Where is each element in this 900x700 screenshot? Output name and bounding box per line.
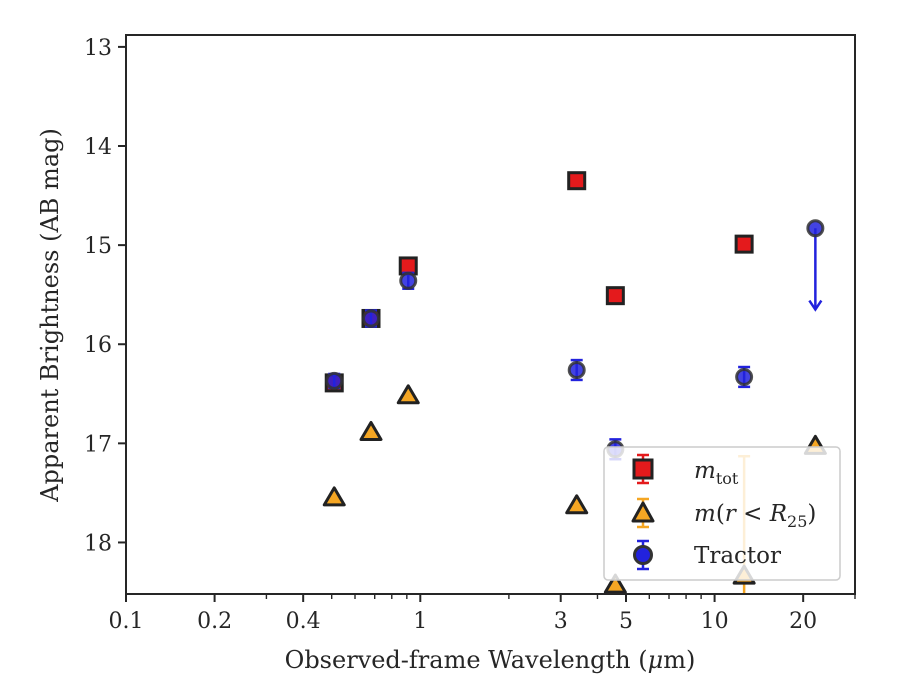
legend: mtot m(r < R25) Tractor	[603, 446, 841, 581]
axes-frame	[125, 34, 856, 595]
legend-entry-tractor: Tractor	[633, 539, 781, 571]
legend-mtot-label: mtot	[694, 458, 739, 488]
tractor-point	[567, 358, 586, 382]
x-axis-label: Observed-frame Wavelength (μm)	[285, 646, 696, 674]
mtot-marker	[567, 171, 587, 191]
legend-mtot-marker	[632, 458, 654, 480]
mr25-point	[322, 486, 346, 507]
x-tick-label: 5	[619, 609, 633, 634]
y-axis-label: Apparent Brightness (AB mag)	[36, 128, 64, 503]
legend-tractor-label: Tractor	[694, 543, 781, 569]
tractor-marker	[735, 367, 754, 386]
tractor-marker	[399, 271, 418, 290]
x-tick-label: 10	[701, 609, 729, 634]
y-tick-label: 18	[84, 531, 112, 556]
mtot-point	[734, 234, 754, 254]
mr25-marker	[322, 486, 346, 507]
tractor-marker	[325, 371, 344, 390]
tractor-point	[362, 309, 381, 328]
x-tick-label: 0.4	[286, 609, 321, 634]
mtot-point	[398, 256, 418, 276]
y-tick-label: 17	[84, 432, 112, 457]
mr25-point	[565, 494, 589, 515]
mr25-marker	[603, 573, 627, 594]
mtot-marker	[734, 234, 754, 254]
mtot-point	[567, 171, 587, 191]
tractor-marker	[567, 361, 586, 380]
mtot-marker	[398, 256, 418, 276]
y-tick-label: 16	[84, 333, 112, 358]
legend-entry-mr25: m(r < R25)	[631, 497, 816, 531]
mr25-point	[396, 384, 420, 405]
legend-entry-mtot: mtot	[632, 453, 739, 488]
mr25-marker	[396, 384, 420, 405]
legend-tractor-marker	[633, 545, 653, 565]
mr25-marker	[565, 494, 589, 515]
tractor-limit-arrowhead	[808, 299, 823, 312]
tractor-marker	[362, 309, 381, 328]
data-marks	[322, 171, 827, 594]
tractor-point	[735, 365, 754, 389]
x-tick-label: 3	[554, 609, 568, 634]
x-tick-label: 0.2	[197, 609, 232, 634]
legend-mr25-label: m(r < R25)	[694, 501, 816, 531]
mr25-point	[603, 573, 627, 594]
tractor-point	[806, 219, 825, 312]
y-tick-label: 13	[84, 36, 112, 61]
tractor-point	[325, 371, 344, 390]
x-tick-label: 1	[413, 609, 427, 634]
mtot-point	[605, 286, 625, 306]
legend-frame	[603, 446, 841, 581]
tractor-point	[399, 271, 418, 290]
mr25-marker	[359, 420, 383, 441]
tractor-marker	[806, 219, 825, 238]
y-tick-label: 14	[84, 135, 112, 160]
y-tick-label: 15	[84, 234, 112, 259]
mr25-point	[359, 420, 383, 441]
mtot-marker	[605, 286, 625, 306]
legend-mr25-marker	[631, 501, 655, 523]
x-tick-label: 20	[789, 609, 817, 634]
x-tick-label: 0.1	[109, 609, 144, 634]
